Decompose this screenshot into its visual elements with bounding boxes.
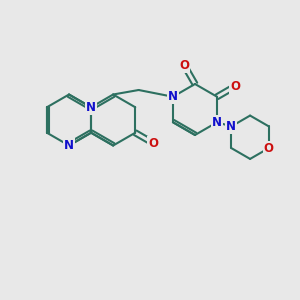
- Text: N: N: [212, 116, 222, 129]
- Text: O: O: [179, 59, 190, 72]
- Text: N: N: [64, 139, 74, 152]
- Text: O: O: [264, 142, 274, 154]
- Text: N: N: [168, 90, 178, 103]
- Text: O: O: [148, 137, 158, 150]
- Text: N: N: [226, 120, 236, 133]
- Text: N: N: [86, 101, 96, 114]
- Text: O: O: [230, 80, 240, 93]
